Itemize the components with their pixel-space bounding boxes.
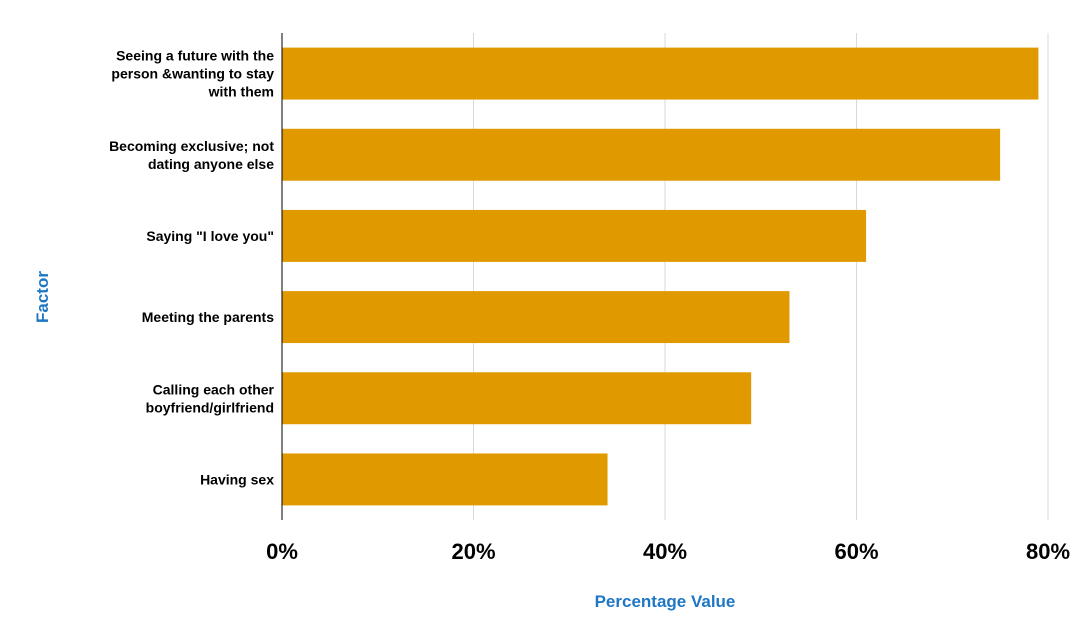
category-label-4-line-1: boyfriend/girlfriend [146,399,274,415]
bar-3 [282,291,790,344]
category-label-1: Becoming exclusive; not dating anyone els… [109,138,274,172]
x-tick-label-0: 0% [266,539,298,564]
category-label-3-line-0: Meeting the parents [142,309,274,325]
category-label-5: Having sex [200,471,274,487]
x-tick-labels: 0% 20% 40% 60% 80% [266,539,1070,564]
bar-0 [282,47,1039,100]
category-label-1-line-1: dating anyone else [148,156,274,172]
x-tick-label-1: 20% [451,539,495,564]
category-label-2: Saying "I love you" [146,228,274,244]
bar-2 [282,209,867,262]
bar-1 [282,128,1001,181]
category-label-5-line-0: Having sex [200,471,274,487]
category-label-0: Seeing a future with the person &wanting … [111,48,274,100]
bars [282,47,1039,506]
x-tick-label-3: 60% [834,539,878,564]
category-label-2-line-0: Saying "I love you" [146,228,274,244]
category-labels: Seeing a future with the person &wanting … [109,48,274,488]
bar-5 [282,453,608,506]
x-tick-label-2: 40% [643,539,687,564]
category-label-3: Meeting the parents [142,309,274,325]
category-label-4: Calling each other boyfriend/girlfriend [146,381,275,415]
category-label-1-line-0: Becoming exclusive; not [109,138,274,154]
x-tick-label-4: 80% [1026,539,1070,564]
gridlines [473,33,1049,520]
y-axis-title: Factor [33,271,52,323]
bar-4 [282,372,752,425]
category-label-4-line-0: Calling each other [153,381,275,397]
x-axis-title: Percentage Value [595,592,736,611]
category-label-0-line-2: with them [208,84,274,100]
category-label-0-line-0: Seeing a future with the [116,48,274,64]
category-label-0-line-1: person &wanting to stay [111,66,274,82]
